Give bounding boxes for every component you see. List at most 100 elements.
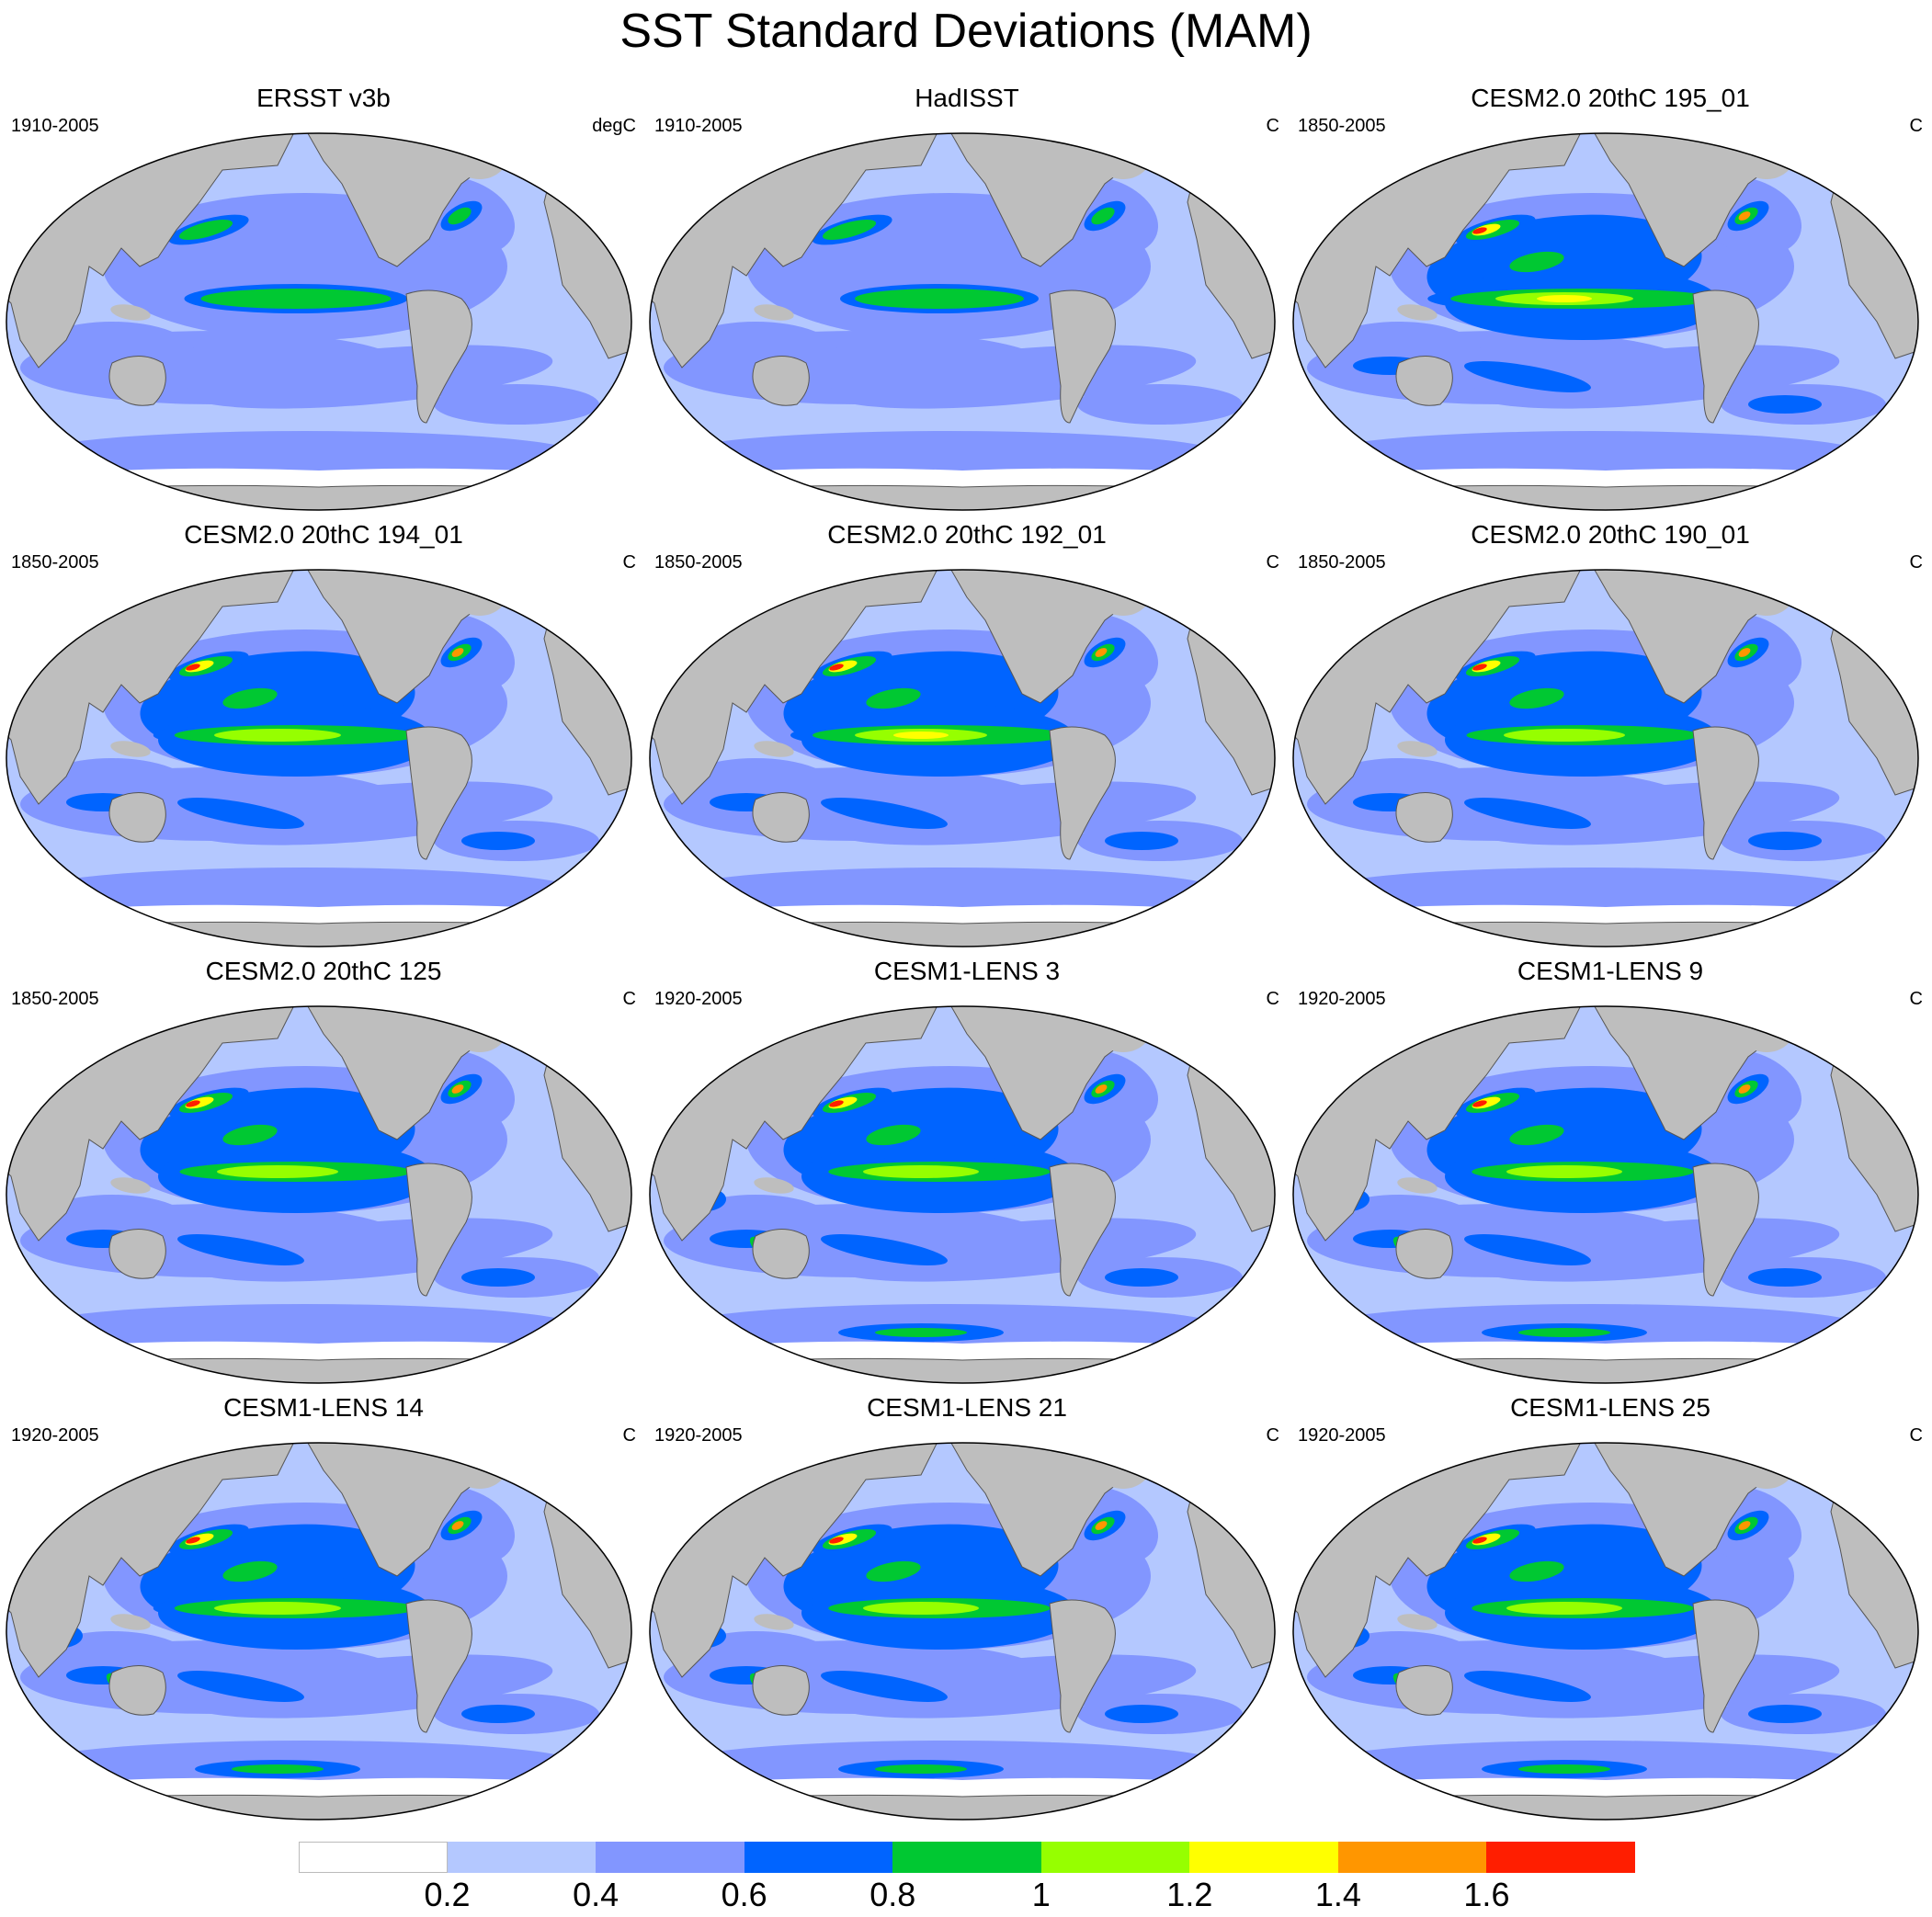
south-pacific-strong xyxy=(177,1234,304,1265)
panel-title: CESM1-LENS 14 xyxy=(223,1393,424,1422)
north-pacific-green xyxy=(866,687,921,709)
sst-map xyxy=(6,569,632,947)
south-america-land xyxy=(405,1163,472,1297)
south-atlantic-band xyxy=(1077,384,1243,425)
panel-title: CESM1-LENS 3 xyxy=(873,957,1061,985)
south-america-land xyxy=(1692,1163,1759,1297)
gulf-stream-core xyxy=(451,1521,464,1530)
main-title: SST Standard Deviations (MAM) xyxy=(619,5,1313,58)
panel-units: C xyxy=(1266,116,1279,136)
greenland-land xyxy=(1096,133,1151,179)
panel-period: 1850-2005 xyxy=(11,552,99,573)
southern-ocean-green xyxy=(875,1328,967,1337)
map-panel: CESM1-LENS 3 1920-2005 C xyxy=(645,956,1289,1388)
sst-field xyxy=(6,570,631,947)
south-pacific-strong xyxy=(1464,1671,1591,1702)
south-atlantic-strong xyxy=(461,1705,535,1723)
north-pacific-green xyxy=(1509,1124,1564,1146)
australia-land xyxy=(752,356,810,406)
globe-outline xyxy=(1292,569,1919,947)
panel-title: CESM1-LENS 25 xyxy=(1510,1393,1710,1422)
panel-units: C xyxy=(1266,1425,1279,1446)
maritime-continent-land xyxy=(110,1177,151,1194)
greenland-land xyxy=(452,1443,507,1489)
southern-ocean-band xyxy=(29,1304,581,1352)
enso-tongue-lime xyxy=(1506,1602,1622,1615)
sst-field xyxy=(1293,1443,1918,1820)
globe-outline xyxy=(1292,1442,1919,1821)
north-pacific-green xyxy=(222,1124,278,1146)
sst-field xyxy=(650,570,1275,947)
colorbar-swatch xyxy=(1486,1842,1635,1873)
south-america-land xyxy=(405,726,472,860)
panel-period: 1850-2005 xyxy=(1298,116,1386,136)
australia-land xyxy=(108,792,166,843)
sst-field xyxy=(650,1006,1275,1383)
colorbar-label: 1 xyxy=(1031,1876,1051,1913)
enso-tongue-core xyxy=(1537,295,1592,302)
south-pacific-strong xyxy=(821,1671,948,1702)
panel-title: CESM2.0 20thC 194_01 xyxy=(184,520,463,549)
north-pacific-green xyxy=(222,687,278,709)
map-panel: ERSST v3b 1910-2005 degC xyxy=(2,83,645,515)
kuroshio-core xyxy=(1472,227,1487,234)
sst-field xyxy=(6,1443,631,1820)
colorbar-swatch xyxy=(744,1842,893,1873)
greenland-land xyxy=(1096,1443,1151,1489)
north-pacific-green xyxy=(222,1560,278,1582)
australia-land xyxy=(1395,356,1453,406)
panel-period: 1850-2005 xyxy=(1298,552,1386,573)
gulf-stream-core xyxy=(1095,1084,1108,1094)
map-panel: CESM2.0 20thC 195_01 1850-2005 C xyxy=(1289,83,1932,515)
panel-period: 1920-2005 xyxy=(1298,989,1386,1009)
colorbar-swatch xyxy=(299,1842,448,1873)
south-america-land xyxy=(405,289,472,424)
kuroshio-core xyxy=(1472,664,1487,671)
australia-land xyxy=(752,1665,810,1716)
south-pacific-strong xyxy=(177,798,304,829)
south-atlantic-strong xyxy=(461,832,535,850)
sst-map xyxy=(649,1442,1276,1821)
australia-land xyxy=(1395,1229,1453,1279)
colorbar-label: 0.2 xyxy=(424,1876,471,1913)
sst-map xyxy=(649,1005,1276,1384)
colorbar-swatch xyxy=(1337,1842,1487,1873)
southern-ocean-green xyxy=(232,1764,324,1774)
south-atlantic-strong xyxy=(1105,1268,1178,1287)
sst-map xyxy=(1292,1442,1919,1821)
north-pacific-green xyxy=(866,1124,921,1146)
kuroshio-core xyxy=(829,1100,844,1107)
globe-outline xyxy=(6,132,632,511)
panel-title: CESM2.0 20thC 125 xyxy=(205,957,442,985)
sst-field xyxy=(1293,570,1918,947)
south-america-land xyxy=(1692,726,1759,860)
globe-outline xyxy=(649,132,1276,511)
sst-map xyxy=(6,1442,632,1821)
colorbar-label: 0.6 xyxy=(721,1876,767,1913)
maritime-continent-land xyxy=(754,304,794,321)
colorbar-swatch xyxy=(447,1842,597,1873)
colorbar-label: 0.4 xyxy=(573,1876,619,1913)
map-panel: CESM2.0 20thC 125 1850-2005 C xyxy=(2,956,645,1388)
southern-ocean-band xyxy=(29,431,581,479)
greenland-land xyxy=(1739,570,1794,616)
globe-outline xyxy=(649,1442,1276,1821)
panel-units: C xyxy=(1909,1425,1923,1446)
panel-period: 1850-2005 xyxy=(11,989,99,1009)
southern-ocean-green xyxy=(1518,1328,1610,1337)
gulf-stream-core xyxy=(451,1084,464,1094)
maritime-continent-land xyxy=(1397,304,1438,321)
sst-map xyxy=(6,1005,632,1384)
panel-period: 1920-2005 xyxy=(1298,1425,1386,1446)
southern-ocean-band xyxy=(1316,431,1868,479)
map-panel: CESM1-LENS 14 1920-2005 C xyxy=(2,1392,645,1824)
sst-field xyxy=(6,1006,631,1383)
panel-units: C xyxy=(1266,552,1279,573)
enso-tongue-lime xyxy=(1506,1165,1622,1178)
panel-period: 1910-2005 xyxy=(654,116,743,136)
gulf-stream-core xyxy=(1738,648,1751,657)
australia-land xyxy=(108,356,166,406)
panel-period: 1920-2005 xyxy=(11,1425,99,1446)
colorbar-label: 0.8 xyxy=(869,1876,916,1913)
panel-units: C xyxy=(1909,552,1923,573)
